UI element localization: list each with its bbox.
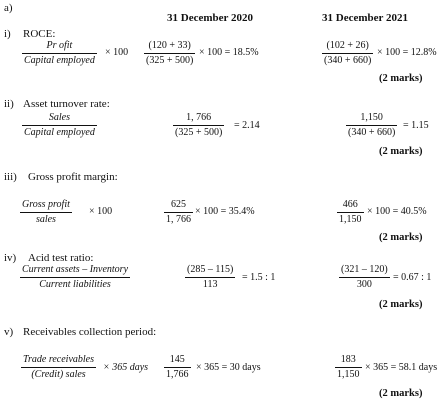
- acid-test-formula: Current assets – Inventory Current liabi…: [20, 264, 131, 291]
- gross-profit-formula: Gross profit sales: [20, 199, 72, 226]
- acid-test-2021-result: = 0.67 : 1: [393, 272, 432, 283]
- gross-profit-2021-fraction: 466 1,150: [337, 199, 364, 226]
- section-number-2: ii): [4, 98, 14, 110]
- asset-turnover-2021-fraction: 1,150 (340 + 660): [346, 112, 398, 139]
- numerator: 145: [169, 354, 185, 365]
- formula-numerator: Sales: [48, 112, 70, 123]
- asset-turnover-2020-result: = 2.14: [234, 120, 260, 131]
- acid-test-2020-result: = 1.5 : 1: [242, 272, 276, 283]
- section-title-5: Receivables collection period:: [23, 326, 157, 338]
- denominator: 1,766: [166, 369, 189, 380]
- fraction-bar: [164, 367, 191, 368]
- gross-profit-2021-result: × 100 = 40.5%: [367, 206, 427, 217]
- asset-turnover-2021-result: = 1.15: [403, 120, 429, 131]
- numerator: (120 + 33): [148, 40, 191, 51]
- receivables-2020-result: × 365 = 30 days: [196, 362, 261, 373]
- formula-denominator: Current liabilities: [39, 279, 111, 290]
- fraction-bar: [185, 277, 236, 278]
- denominator: 1, 766: [166, 214, 191, 225]
- fraction-bar: [173, 125, 225, 126]
- numerator: (285 – 115): [187, 264, 234, 275]
- acid-test-2021-fraction: (321 – 120) 300: [339, 264, 390, 291]
- numerator: 1,150: [360, 112, 383, 123]
- receivables-formula: Trade receivables (Credit) sales: [21, 354, 97, 381]
- numerator: 1, 766: [186, 112, 212, 123]
- denominator: 300: [356, 279, 372, 290]
- formula-suffix: × 100: [89, 206, 113, 217]
- marks-1: (2 marks): [379, 73, 423, 84]
- receivables-2020-fraction: 145 1,766: [164, 354, 191, 381]
- fraction-bar: [144, 53, 196, 54]
- section-title-3: Gross profit margin:: [28, 171, 118, 183]
- denominator: (340 + 660): [324, 55, 372, 66]
- numerator: (321 – 120): [341, 264, 388, 275]
- formula-denominator: (Credit) sales: [31, 369, 86, 380]
- fraction-bar: [335, 367, 362, 368]
- formula-suffix: × 100: [105, 47, 129, 58]
- formula-denominator: Capital employed: [24, 55, 95, 66]
- acid-test-2020-fraction: (285 – 115) 113: [185, 264, 236, 291]
- asset-turnover-formula: Sales Capital employed: [22, 112, 97, 139]
- section-title-1: ROCE:: [23, 28, 56, 40]
- gross-profit-2020-fraction: 625 1, 766: [164, 199, 193, 226]
- formula-numerator: Current assets – Inventory: [22, 264, 129, 275]
- section-number-5: v): [4, 326, 14, 338]
- receivables-2021-result: × 365 = 58.1 days: [365, 362, 438, 373]
- roce-2021-result: × 100 = 12.8%: [377, 47, 437, 58]
- formula-denominator: sales: [35, 214, 56, 225]
- fraction-bar: [22, 125, 97, 126]
- fraction-bar: [164, 212, 193, 213]
- denominator: (325 + 500): [175, 127, 223, 138]
- part-label: a): [4, 2, 13, 14]
- fraction-bar: [21, 367, 97, 368]
- section-title-2: Asset turnover rate:: [23, 98, 110, 110]
- fraction-bar: [20, 277, 131, 278]
- numerator: 625: [171, 199, 186, 210]
- marks-2: (2 marks): [379, 146, 423, 157]
- denominator: 113: [202, 279, 218, 290]
- asset-turnover-2020-fraction: 1, 766 (325 + 500): [173, 112, 225, 139]
- header-2021: 31 December 2021: [322, 12, 408, 24]
- roce-2020-fraction: (120 + 33) (325 + 500): [144, 40, 196, 67]
- denominator: (325 + 500): [146, 55, 194, 66]
- section-title-4: Acid test ratio:: [28, 252, 94, 264]
- numerator: 183: [340, 354, 356, 365]
- numerator: (102 + 26): [326, 40, 369, 51]
- numerator: 466: [342, 199, 358, 210]
- formula-denominator: Capital employed: [24, 127, 95, 138]
- header-2020: 31 December 2020: [167, 12, 253, 24]
- section-number-4: iv): [4, 252, 17, 264]
- formula-suffix: × 365 days: [103, 362, 149, 373]
- fraction-bar: [346, 125, 398, 126]
- marks-3: (2 marks): [379, 232, 423, 243]
- fraction-bar: [322, 53, 374, 54]
- formula-numerator: Trade receivables: [23, 354, 95, 365]
- fraction-bar: [337, 212, 364, 213]
- denominator: 1,150: [339, 214, 362, 225]
- roce-2021-fraction: (102 + 26) (340 + 660): [322, 40, 374, 67]
- marks-4: (2 marks): [379, 299, 423, 310]
- roce-2020-result: × 100 = 18.5%: [199, 47, 259, 58]
- formula-numerator: Gross profit: [22, 199, 70, 210]
- receivables-2021-fraction: 183 1,150: [335, 354, 362, 381]
- fraction-bar: [339, 277, 390, 278]
- formula-numerator: Pr ofit: [46, 40, 73, 51]
- section-number-1: i): [4, 28, 11, 40]
- gross-profit-2020-result: × 100 = 35.4%: [195, 206, 255, 217]
- section-number-3: iii): [4, 171, 17, 183]
- fraction-bar: [20, 212, 72, 213]
- roce-formula: Pr ofit Capital employed: [22, 40, 97, 67]
- denominator: 1,150: [337, 369, 360, 380]
- denominator: (340 + 660): [348, 127, 396, 138]
- marks-5: (2 marks): [379, 388, 423, 399]
- fraction-bar: [22, 53, 97, 54]
